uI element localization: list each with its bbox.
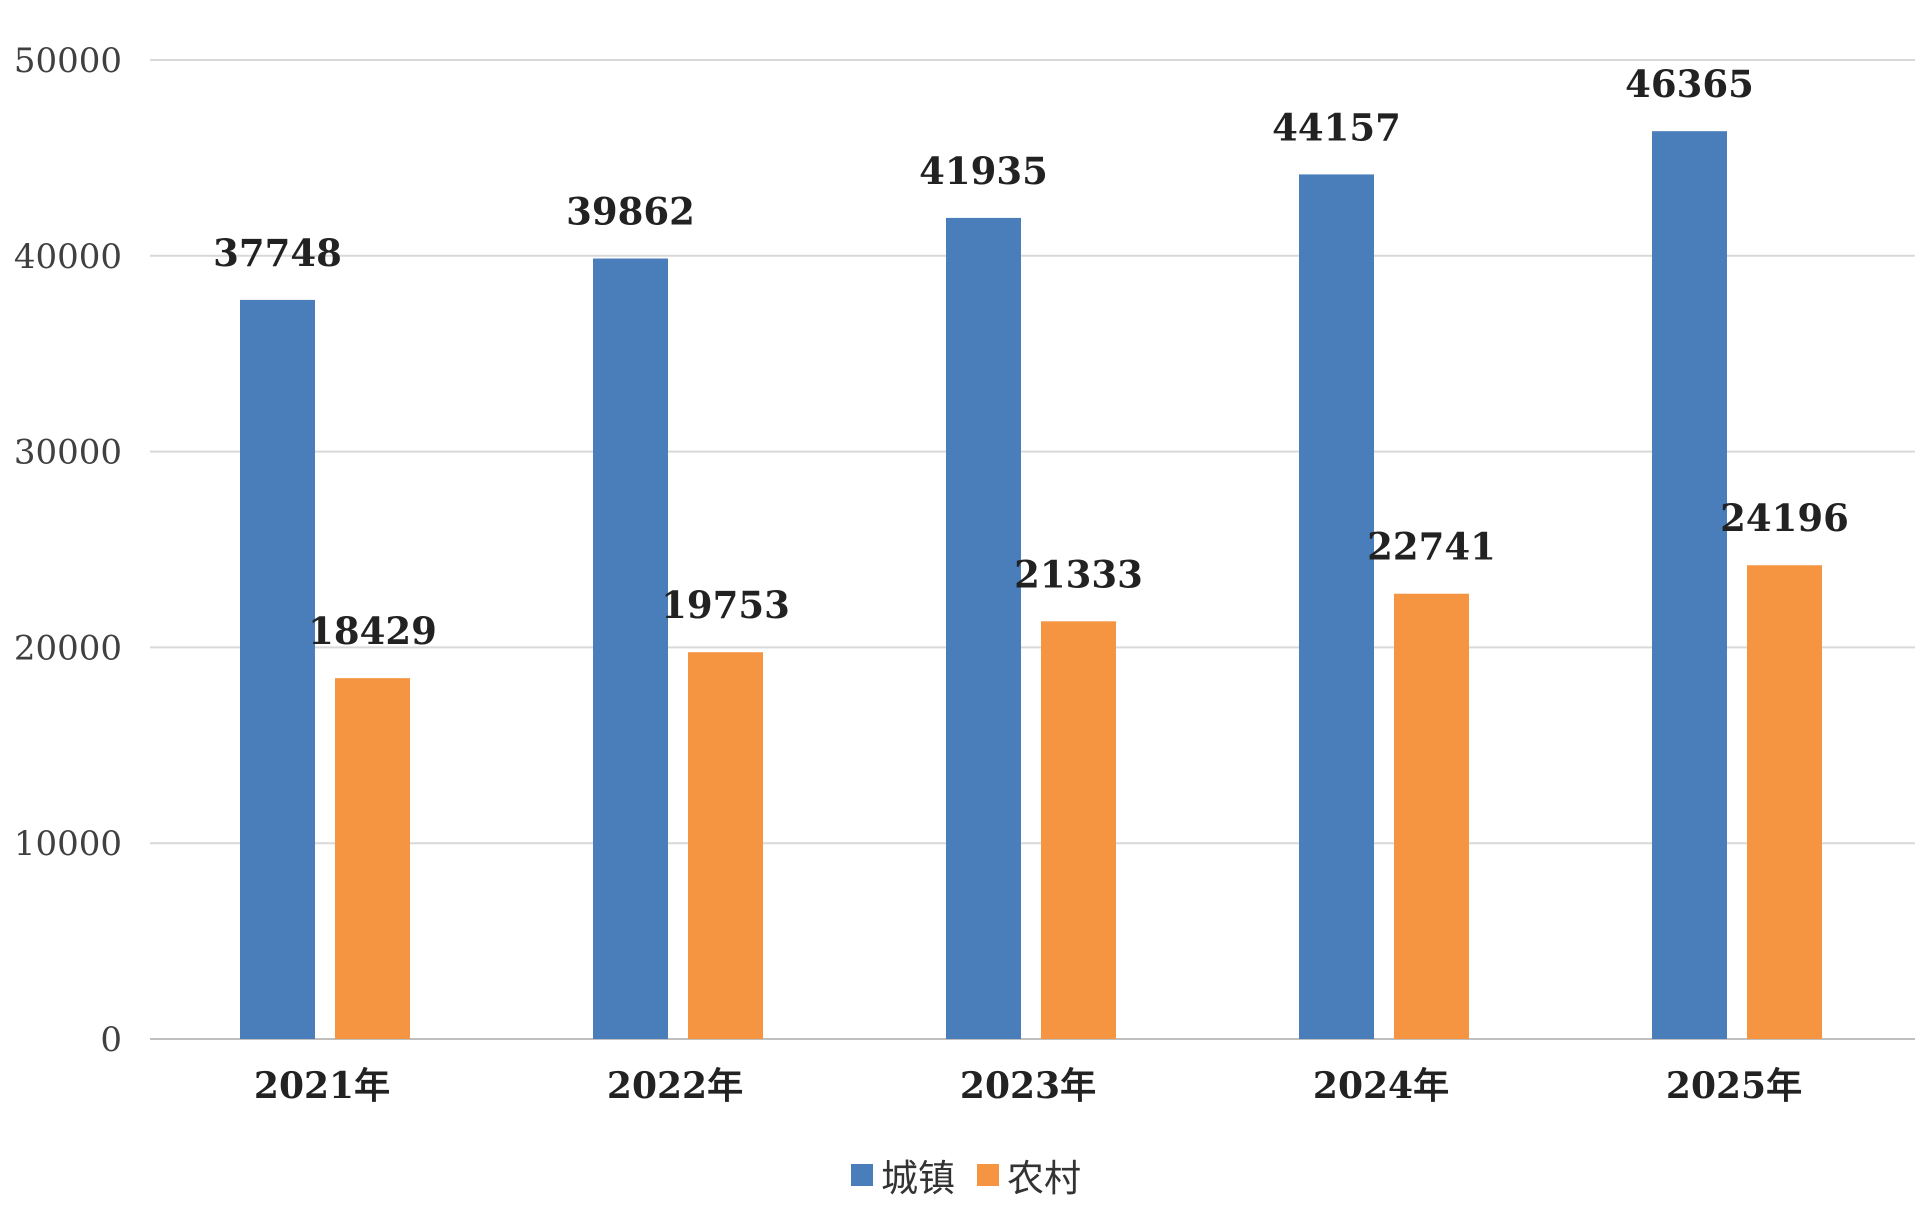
bar-urban[interactable] (1299, 174, 1374, 1039)
data-label: 37748 (213, 231, 342, 275)
y-tick-label: 20000 (14, 628, 122, 668)
legend-label-rural: 农村 (1007, 1157, 1081, 1200)
legend-swatch-urban (851, 1164, 873, 1186)
bars (240, 131, 1822, 1040)
x-tick-label: 2025年 (1666, 1065, 1802, 1107)
data-label: 41935 (919, 149, 1048, 193)
y-tick-label: 10000 (14, 824, 122, 864)
data-labels: 37748 18429 39862 19753 41935 21333 44157 22741… (213, 62, 1849, 653)
y-tick-label: 40000 (14, 237, 122, 277)
legend-swatch-rural (977, 1164, 999, 1186)
data-label: 39862 (566, 190, 695, 234)
data-label: 46365 (1625, 62, 1754, 106)
bar-rural[interactable] (1041, 621, 1116, 1039)
x-axis-ticks: 2021年 2022年 2023年 2024年 2025年 (254, 1065, 1802, 1107)
grid-layer (150, 59, 1915, 1040)
data-label: 19753 (661, 583, 790, 627)
bar-rural[interactable] (335, 678, 410, 1039)
bar-chart: 0 10000 20000 30000 40000 50000 37748 18429 398… (14, 41, 1915, 1107)
bar-urban[interactable] (240, 299, 315, 1039)
bar-rural[interactable] (688, 652, 763, 1039)
bar-urban[interactable] (946, 217, 1021, 1039)
data-label: 24196 (1720, 496, 1849, 540)
bar-urban[interactable] (1652, 131, 1727, 1040)
bar-rural[interactable] (1747, 565, 1822, 1039)
bar-rural[interactable] (1394, 593, 1469, 1039)
legend-label-urban: 城镇 (881, 1157, 955, 1200)
x-tick-label: 2023年 (960, 1065, 1096, 1107)
data-label: 21333 (1014, 552, 1143, 596)
bar-urban[interactable] (593, 258, 668, 1039)
data-label: 44157 (1272, 105, 1401, 149)
legend: 城镇 农村 (0, 1148, 1932, 1202)
x-tick-label: 2021年 (254, 1065, 390, 1107)
legend-item-urban[interactable]: 城镇 (851, 1148, 955, 1202)
y-tick-label: 50000 (14, 41, 122, 81)
x-tick-label: 2022年 (607, 1065, 743, 1107)
legend-item-rural[interactable]: 农村 (977, 1148, 1081, 1202)
x-tick-label: 2024年 (1313, 1065, 1449, 1107)
y-tick-label: 0 (100, 1020, 122, 1060)
data-label: 22741 (1367, 525, 1496, 569)
data-label: 18429 (308, 609, 437, 653)
y-tick-label: 30000 (14, 433, 122, 473)
y-axis-ticks: 0 10000 20000 30000 40000 50000 (14, 41, 122, 1060)
